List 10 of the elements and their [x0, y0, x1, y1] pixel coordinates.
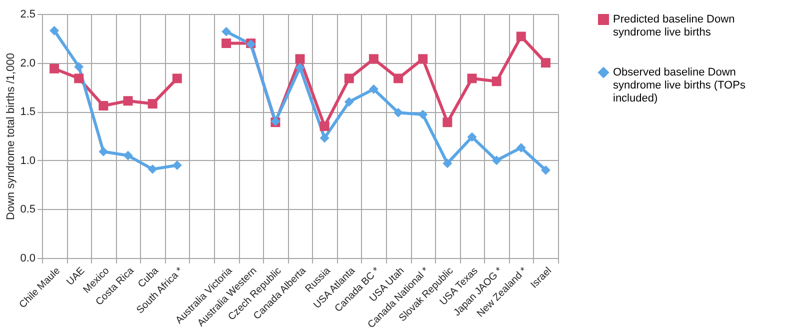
legend-label: Observed baseline Down syndrome live births (TOPs included) — [613, 66, 746, 104]
y-tick-label: 1.5 — [20, 106, 36, 118]
y-tick-label: 1.0 — [20, 154, 36, 167]
y-tick-label: 2.0 — [20, 57, 36, 70]
point — [320, 121, 330, 131]
y-tick-label: 0.0 — [20, 252, 36, 264]
y-tick-label: 0.5 — [20, 204, 36, 216]
legend-label: Predicted baseline Down syndrome live births — [613, 14, 735, 38]
y-tick-label: 2.5 — [20, 8, 36, 20]
y-axis-title: Down syndrome total births /1,000 — [5, 53, 18, 220]
